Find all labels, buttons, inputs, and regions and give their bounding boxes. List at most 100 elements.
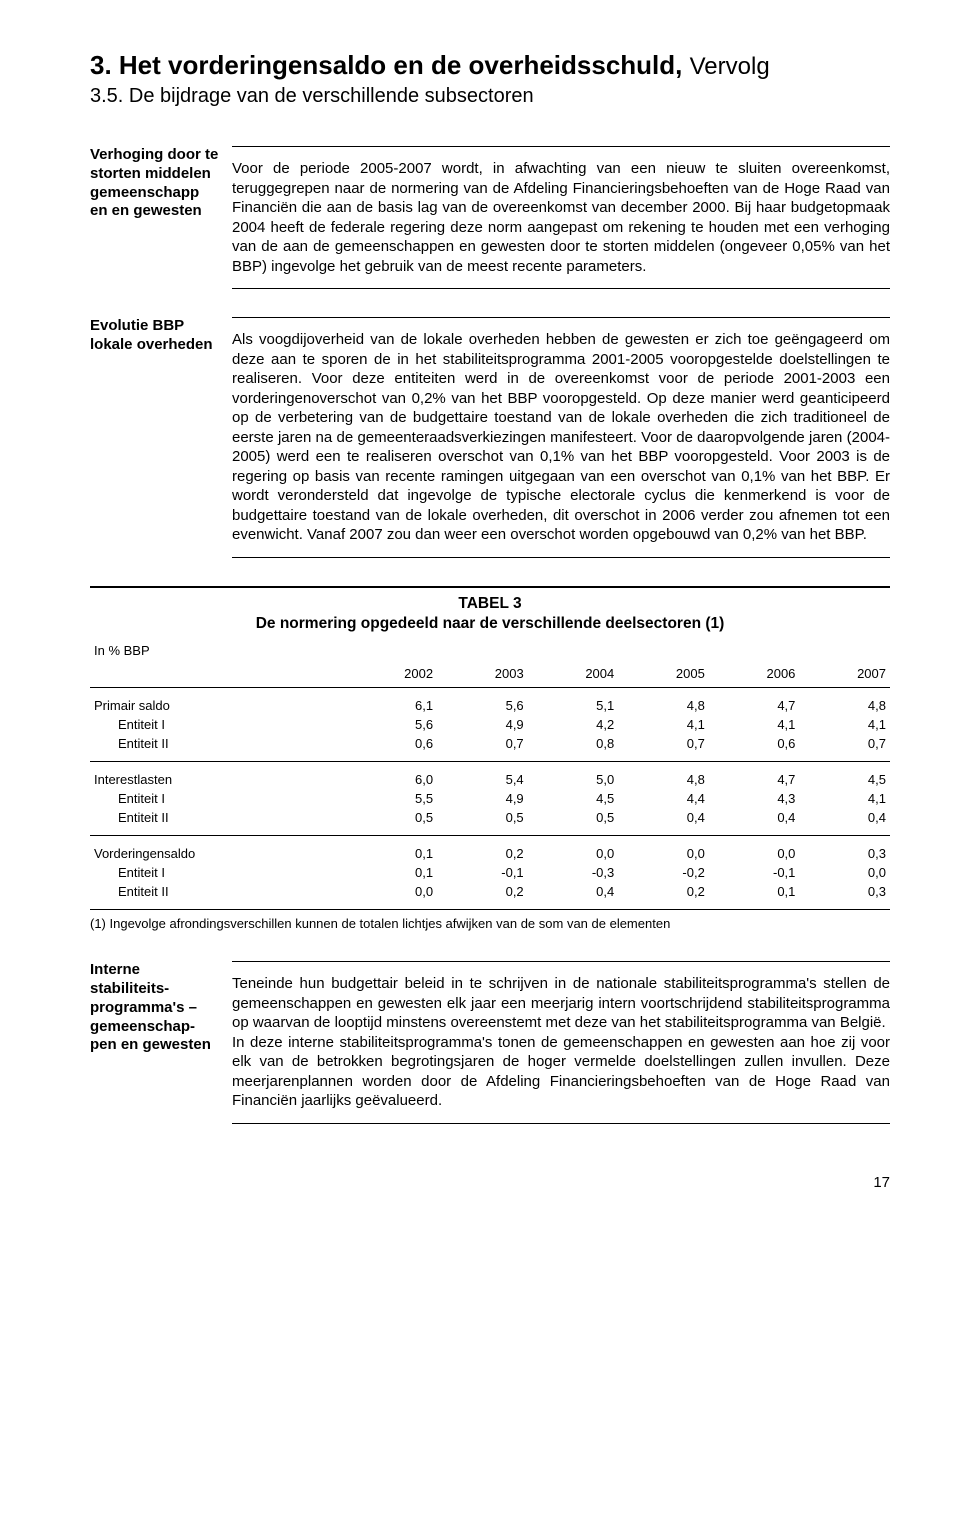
cell: 0,5 [347,808,438,836]
section-block-2: Evolutie BBP lokale overheden Als voogdi… [90,317,890,558]
page-title-main: 3. Het vorderingensaldo en de overheidss… [90,50,682,80]
cell: 4,1 [799,789,890,808]
cell: 0,5 [437,808,528,836]
row-label: Entiteit I [90,715,347,734]
side-heading-1: Verhoging door te storten middelen gemee… [90,146,232,289]
row-label: Entiteit II [90,882,347,909]
row-label: Entiteit II [90,734,347,762]
cell: 0,6 [347,734,438,762]
cell: 5,6 [437,688,528,716]
cell: 0,7 [618,734,709,762]
cell: -0,2 [618,863,709,882]
cell: 5,5 [347,789,438,808]
section-block-3: Interne stabiliteits-programma's – gemee… [90,961,890,1124]
cell: 0,0 [528,836,619,864]
row-label: Interestlasten [90,762,347,790]
table-title: TABEL 3 De normering opgedeeld naar de v… [90,588,890,642]
cell: -0,1 [437,863,528,882]
cell: 0,1 [709,882,800,909]
cell: 6,0 [347,762,438,790]
row-label: Entiteit II [90,808,347,836]
side-heading-2: Evolutie BBP lokale overheden [90,317,232,558]
cell: 0,0 [799,863,890,882]
cell: 0,4 [799,808,890,836]
cell: 4,8 [618,762,709,790]
row-label: Primair saldo [90,688,347,716]
cell: 6,1 [347,688,438,716]
cell: 0,7 [799,734,890,762]
cell: 0,0 [709,836,800,864]
body-text-2: Als voogdijoverheid van de lokale overhe… [232,330,890,545]
cell: 0,2 [618,882,709,909]
row-label: Entiteit I [90,863,347,882]
cell: 0,3 [799,882,890,909]
table-unit: In % BBP [90,641,347,660]
col-header: 2006 [709,660,800,688]
cell: 0,1 [347,863,438,882]
col-header: 2003 [437,660,528,688]
cell: 5,0 [528,762,619,790]
col-header: 2002 [347,660,438,688]
side-heading-3: Interne stabiliteits-programma's – gemee… [90,961,232,1124]
cell: 0,1 [347,836,438,864]
cell: 0,6 [709,734,800,762]
table-row: Primair saldo6,15,65,14,84,74,8 [90,688,890,716]
row-label: Vorderingensaldo [90,836,347,864]
cell: 0,0 [618,836,709,864]
row-label: Entiteit I [90,789,347,808]
table-row: Entiteit II0,50,50,50,40,40,4 [90,808,890,836]
cell: 4,5 [528,789,619,808]
cell: 0,2 [437,882,528,909]
page-number: 17 [90,1174,890,1191]
cell: 4,5 [799,762,890,790]
page-title: 3. Het vorderingensaldo en de overheidss… [90,50,890,81]
cell: 4,4 [618,789,709,808]
table-row: Entiteit II0,60,70,80,70,60,7 [90,734,890,762]
col-header: 2007 [799,660,890,688]
cell: 4,3 [709,789,800,808]
body-text-1: Voor de periode 2005-2007 wordt, in afwa… [232,159,890,276]
divider [232,557,890,558]
table-footnote: (1) Ingevolge afrondingsverschillen kunn… [90,916,890,931]
table-row: Entiteit II0,00,20,40,20,10,3 [90,882,890,909]
divider [232,961,890,962]
cell: 0,0 [347,882,438,909]
page-subtitle: 3.5. De bijdrage van de verschillende su… [90,85,890,108]
cell: 0,4 [528,882,619,909]
table-title-line1: TABEL 3 [458,595,521,612]
table-row: Entiteit I5,54,94,54,44,34,1 [90,789,890,808]
table-row: Vorderingensaldo0,10,20,00,00,00,3 [90,836,890,864]
cell: 4,2 [528,715,619,734]
cell: 0,4 [709,808,800,836]
cell: -0,1 [709,863,800,882]
divider [232,146,890,147]
table-row: Entiteit I5,64,94,24,14,14,1 [90,715,890,734]
divider [232,1123,890,1124]
cell: 5,4 [437,762,528,790]
table-title-line2: De normering opgedeeld naar de verschill… [256,615,725,632]
cell: 4,1 [618,715,709,734]
cell: 4,1 [709,715,800,734]
divider [232,288,890,289]
cell: -0,3 [528,863,619,882]
cell: 0,2 [437,836,528,864]
divider [232,317,890,318]
col-header: 2005 [618,660,709,688]
cell: 0,3 [799,836,890,864]
cell: 4,8 [618,688,709,716]
section-block-1: Verhoging door te storten middelen gemee… [90,146,890,289]
table-row: Interestlasten6,05,45,04,84,74,5 [90,762,890,790]
cell: 4,9 [437,715,528,734]
cell: 0,8 [528,734,619,762]
col-header: 2004 [528,660,619,688]
cell: 4,9 [437,789,528,808]
cell: 5,6 [347,715,438,734]
table-row: Entiteit I0,1-0,1-0,3-0,2-0,10,0 [90,863,890,882]
cell: 4,8 [799,688,890,716]
page-title-cont: Vervolg [690,53,770,80]
cell: 0,5 [528,808,619,836]
cell: 0,7 [437,734,528,762]
cell: 4,7 [709,688,800,716]
data-table: In % BBP200220032004200520062007Primair … [90,641,890,909]
cell: 0,4 [618,808,709,836]
